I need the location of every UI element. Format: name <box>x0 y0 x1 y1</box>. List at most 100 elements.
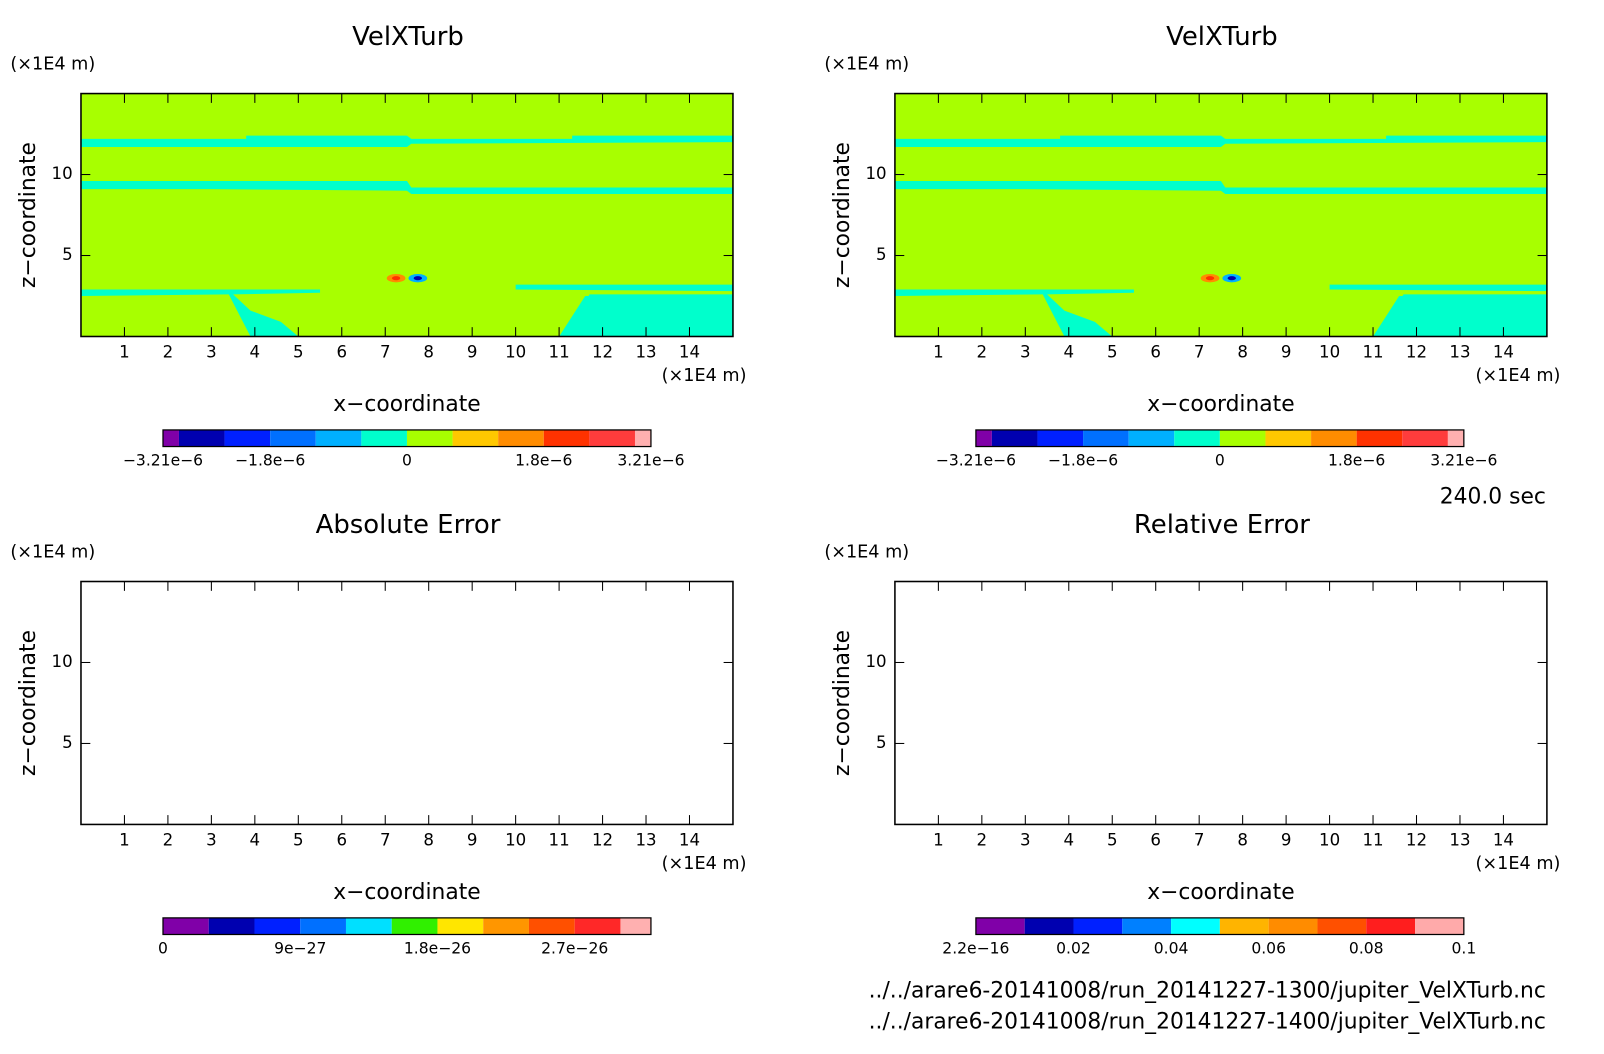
colorbar-tick-label: 0.04 <box>1154 940 1189 958</box>
y-tick-label: 5 <box>62 245 73 264</box>
x-tick-label: 10 <box>505 343 526 362</box>
plot-frame <box>80 580 734 826</box>
x-tick-label: 4 <box>250 343 261 362</box>
colorbar-segment <box>991 429 1038 447</box>
colorbar-segment <box>498 429 544 447</box>
x-tick-label: 12 <box>1406 343 1427 362</box>
colorbar-segment <box>574 917 621 935</box>
colorbar-segment <box>1073 917 1123 935</box>
x-tick-label: 9 <box>1281 343 1292 362</box>
colorbar-tick-label: 3.21e−6 <box>617 452 684 470</box>
x-tick-label: 6 <box>336 343 347 362</box>
x-tick-label: 8 <box>1237 343 1248 362</box>
y-tick-label: 5 <box>876 245 887 264</box>
colorbar-tick-label: 0 <box>1215 452 1225 470</box>
colorbar-segment <box>1219 917 1269 935</box>
x-tick-label: 4 <box>1063 831 1074 850</box>
colorbar-frame <box>975 429 1465 448</box>
x-axis-label: x−coordinate <box>333 880 480 905</box>
colorbar-tick-label: −1.8e−6 <box>235 452 305 470</box>
colorbar-segment <box>437 917 484 935</box>
x-tick-label: 13 <box>635 831 656 850</box>
field-region <box>413 276 422 281</box>
field-region <box>1377 294 1547 337</box>
colorbar-segment <box>634 429 651 447</box>
x-tick-label: 3 <box>206 343 217 362</box>
y-axis-label: z−coordinate <box>16 630 41 776</box>
x-tick-label: 2 <box>977 831 988 850</box>
panel-title: VelXTurb <box>352 22 464 52</box>
colorbar-segment <box>1171 917 1220 935</box>
colorbar-segment <box>315 429 362 447</box>
y-axis-label: z−coordinate <box>830 142 855 288</box>
colorbar-frame <box>975 917 1465 936</box>
colorbar-segment <box>224 429 271 447</box>
field-region <box>894 289 1134 337</box>
time-label: 240.0 sec <box>1440 484 1546 509</box>
colorbar-segment <box>178 429 225 447</box>
y-tick-label: 10 <box>52 164 73 183</box>
x-tick-label: 2 <box>977 343 988 362</box>
x-tick-label: 9 <box>467 343 478 362</box>
colorbar-segment <box>345 917 392 935</box>
colorbar-tick-label: 3.21e−6 <box>1430 452 1497 470</box>
colorbar-segment <box>1415 917 1464 935</box>
x-tick-label: 8 <box>423 831 434 850</box>
colorbar-tick-label: 1.8e−26 <box>404 940 471 958</box>
x-tick-label: 4 <box>250 831 261 850</box>
colorbar-tick-label: 0.02 <box>1056 940 1091 958</box>
colorbar-segment <box>1268 917 1318 935</box>
colorbar-tick-label: 0.06 <box>1251 940 1286 958</box>
x-tick-label: 5 <box>1107 831 1118 850</box>
field-region <box>391 276 401 281</box>
colorbar-tick-label: 0.1 <box>1451 940 1476 958</box>
panel-title: VelXTurb <box>1166 22 1278 52</box>
y-axis-label: z−coordinate <box>16 142 41 288</box>
x-unit: (×1E4 m) <box>662 854 747 874</box>
x-tick-label: 7 <box>380 831 391 850</box>
y-axis-label: z−coordinate <box>830 630 855 776</box>
field-region <box>894 181 1547 194</box>
colorbar-tick-label: 0 <box>158 940 168 958</box>
colorbar-segment <box>1122 917 1172 935</box>
colorbar-segment <box>1174 429 1220 447</box>
file-label: ../../arare6-20141008/run_20141227-1400/… <box>869 1010 1546 1035</box>
x-tick-label: 12 <box>592 343 613 362</box>
x-axis-label: x−coordinate <box>1147 392 1294 417</box>
field-region <box>894 135 1547 148</box>
x-tick-label: 6 <box>1150 343 1161 362</box>
colorbar-segment <box>589 429 635 447</box>
colorbar-segment <box>620 917 651 935</box>
x-tick-label: 3 <box>206 831 217 850</box>
colorbar-segment <box>162 429 179 447</box>
plot-frame <box>894 92 1548 338</box>
x-tick-label: 10 <box>1319 343 1340 362</box>
colorbar-tick-label: −1.8e−6 <box>1048 452 1118 470</box>
colorbar-tick-label: 1.8e−6 <box>1328 452 1385 470</box>
x-unit: (×1E4 m) <box>1476 854 1561 874</box>
x-tick-label: 13 <box>635 343 656 362</box>
colorbar-tick-label: −3.21e−6 <box>123 452 203 470</box>
colorbar-segment <box>1265 429 1312 447</box>
x-tick-label: 12 <box>592 831 613 850</box>
colorbar-segment <box>300 917 346 935</box>
y-tick-label: 10 <box>865 652 886 671</box>
x-tick-label: 5 <box>1107 343 1118 362</box>
x-unit: (×1E4 m) <box>1476 366 1561 386</box>
x-tick-label: 8 <box>1237 831 1248 850</box>
colorbar-segment <box>162 917 209 935</box>
x-tick-label: 9 <box>1281 831 1292 850</box>
colorbar-segment <box>1317 917 1367 935</box>
colorbar-segment <box>1219 429 1266 447</box>
plot-frame <box>80 92 734 338</box>
x-tick-label: 11 <box>1362 343 1383 362</box>
x-tick-label: 10 <box>505 831 526 850</box>
field-region <box>1227 276 1236 281</box>
panel-title: Relative Error <box>1134 510 1310 540</box>
x-tick-label: 5 <box>293 831 304 850</box>
x-tick-label: 11 <box>549 831 570 850</box>
colorbar-segment <box>975 917 1025 935</box>
y-tick-label: 10 <box>865 164 886 183</box>
file-label: ../../arare6-20141008/run_20141227-1300/… <box>869 979 1546 1004</box>
